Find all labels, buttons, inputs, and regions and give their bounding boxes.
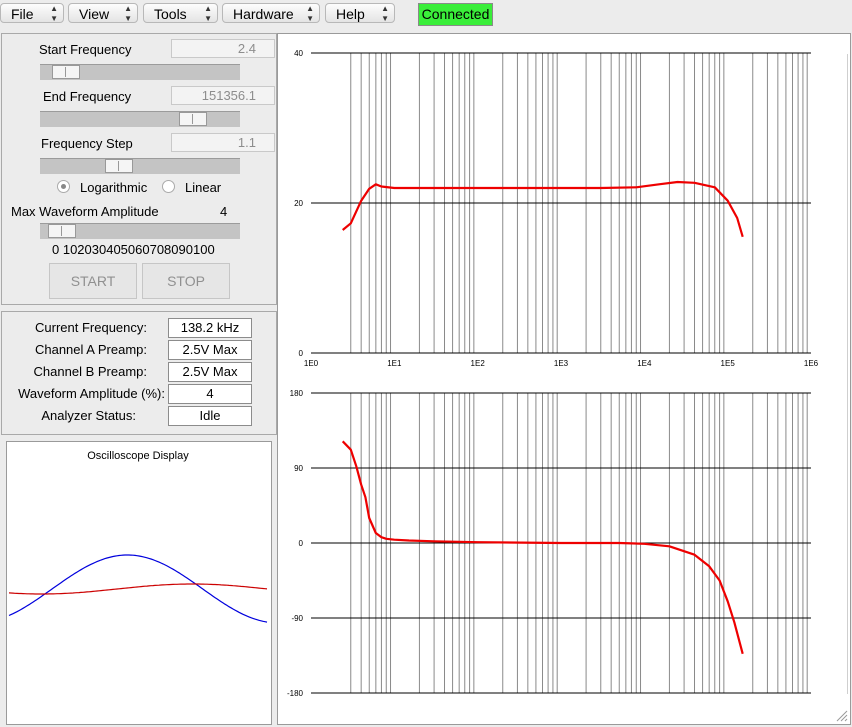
channel-b-waveform <box>8 583 268 595</box>
current-frequency-value: 138.2 kHz <box>168 318 252 338</box>
waveform-amplitude-value: 4 <box>168 384 252 404</box>
channel-b-preamp-label: Channel B Preamp: <box>33 364 147 379</box>
file-menu[interactable]: File ▲ ▼ <box>0 3 64 23</box>
y-tick-label: 0 <box>299 539 304 548</box>
current-frequency-label: Current Frequency: <box>35 320 147 335</box>
end-frequency-slider[interactable] <box>40 111 240 127</box>
file-menu-label: File <box>11 6 34 22</box>
help-menu-label: Help <box>336 6 365 22</box>
plot-panel: 40 20 0 1E0 1E1 1E2 1E3 1E4 1E5 1E6 180 90 0 -90 -180 <box>277 33 851 725</box>
x-tick-label: 1E5 <box>721 359 736 368</box>
x-tick-label: 1E4 <box>637 359 652 368</box>
slider-thumb[interactable] <box>105 159 133 173</box>
logarithmic-label: Logarithmic <box>80 180 148 195</box>
tools-menu[interactable]: Tools ▲ ▼ <box>143 3 218 23</box>
amplitude-slider[interactable] <box>40 223 240 239</box>
frequency-step-slider[interactable] <box>40 158 240 174</box>
linear-label: Linear <box>185 180 222 195</box>
channel-a-preamp-label: Channel A Preamp: <box>34 342 147 357</box>
y-tick-label: 0 <box>299 349 304 358</box>
slider-thumb[interactable] <box>52 65 80 79</box>
sweep-settings-panel: Start Frequency 2.4 End Frequency 151356… <box>1 33 277 305</box>
x-tick-label: 1E2 <box>471 359 486 368</box>
hardware-menu[interactable]: Hardware ▲ ▼ <box>222 3 320 23</box>
slider-thumb[interactable] <box>179 112 207 126</box>
y-tick-label: 90 <box>294 464 303 473</box>
y-tick-label: -90 <box>291 614 303 623</box>
x-tick-label: 1E3 <box>554 359 569 368</box>
max-amplitude-value: 4 <box>220 204 228 219</box>
hardware-menu-label: Hardware <box>233 6 294 22</box>
channel-a-waveform <box>8 554 268 623</box>
waveform-amplitude-label: Waveform Amplitude (%): <box>18 386 165 401</box>
help-menu[interactable]: Help ▲ ▼ <box>325 3 395 23</box>
start-frequency-field[interactable]: 2.4 <box>171 39 275 58</box>
phase-series-line <box>341 440 744 655</box>
y-tick-label: 180 <box>290 389 304 398</box>
amplitude-scale-ticks: 0 102030405060708090100 <box>52 242 215 257</box>
resize-grip-icon[interactable] <box>836 710 848 722</box>
x-tick-label: 1E1 <box>387 359 402 368</box>
up-down-arrows-icon: ▲ ▼ <box>381 4 389 23</box>
oscilloscope-display: Oscilloscope Display <box>6 441 272 725</box>
y-tick-label: -180 <box>287 689 304 698</box>
slider-thumb[interactable] <box>48 224 76 238</box>
channel-b-preamp-value: 2.5V Max <box>168 362 252 382</box>
magnitude-series-line <box>341 180 744 238</box>
start-frequency-slider[interactable] <box>40 64 240 80</box>
start-frequency-label: Start Frequency <box>39 42 132 57</box>
frequency-step-field[interactable]: 1.1 <box>171 133 275 152</box>
analyzer-status-value: Idle <box>168 406 252 426</box>
view-menu-label: View <box>79 6 110 22</box>
up-down-arrows-icon: ▲ ▼ <box>124 4 132 23</box>
view-menu[interactable]: View ▲ ▼ <box>68 3 138 23</box>
menu-bar: File ▲ ▼ View ▲ ▼ Tools ▲ ▼ Hardware ▲ ▼ Hel… <box>0 0 852 30</box>
tools-menu-label: Tools <box>154 6 187 22</box>
y-tick-label: 40 <box>294 49 303 58</box>
scrollbar-track[interactable] <box>847 54 848 694</box>
x-tick-label: 1E0 <box>304 359 319 368</box>
end-frequency-label: End Frequency <box>43 89 132 104</box>
connection-status-badge: Connected <box>418 3 493 26</box>
y-tick-label: 20 <box>294 199 303 208</box>
stop-button[interactable]: STOP <box>142 263 230 299</box>
frequency-step-label: Frequency Step <box>41 136 133 151</box>
up-down-arrows-icon: ▲ ▼ <box>204 4 212 23</box>
up-down-arrows-icon: ▲ ▼ <box>306 4 314 23</box>
linear-radio[interactable] <box>162 180 175 193</box>
analyzer-status-label: Analyzer Status: <box>41 408 136 423</box>
start-button[interactable]: START <box>49 263 137 299</box>
channel-a-preamp-value: 2.5V Max <box>168 340 252 360</box>
end-frequency-field[interactable]: 151356.1 <box>171 86 275 105</box>
status-panel: Current Frequency: 138.2 kHz Channel A P… <box>1 311 277 435</box>
max-amplitude-label: Max Waveform Amplitude <box>11 204 159 219</box>
x-tick-label: 1E6 <box>804 359 819 368</box>
oscilloscope-title: Oscilloscope Display <box>87 450 189 462</box>
logarithmic-radio[interactable] <box>57 180 70 193</box>
up-down-arrows-icon: ▲ ▼ <box>50 4 58 23</box>
